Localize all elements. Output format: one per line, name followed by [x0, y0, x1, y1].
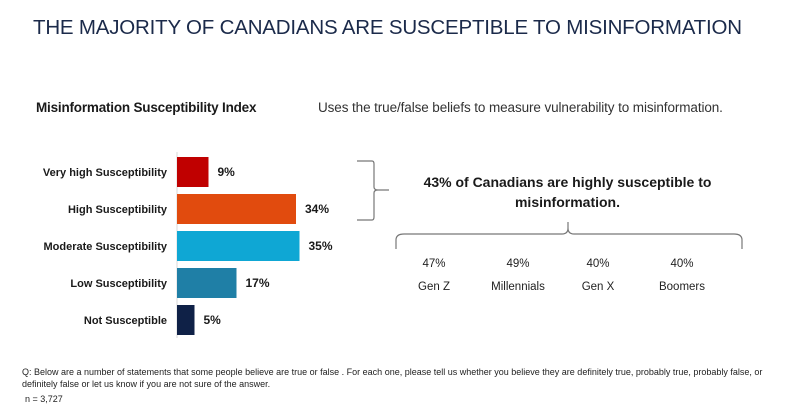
value-label: 35% — [309, 239, 333, 253]
bar-chart: Very high Susceptibility 9% High Susceptib… — [43, 152, 333, 338]
generation-value: 49% — [506, 258, 530, 270]
generation-gen-z: 47% Gen Z — [394, 258, 474, 293]
value-label: 34% — [305, 202, 329, 216]
generations-brace-icon — [395, 222, 743, 249]
value-label: 9% — [218, 165, 236, 179]
generation-label: Gen Z — [418, 281, 450, 293]
chart-description: Uses the true/false beliefs to measure v… — [318, 100, 723, 115]
survey-question-footnote: Q: Below are a number of statements that… — [22, 367, 763, 389]
page-title: THE MAJORITY OF CANADIANS ARE SUSCEPTIBL… — [33, 16, 742, 39]
generation-label: Millennials — [491, 281, 545, 293]
generation-value: 40% — [586, 258, 610, 270]
generation-boomers: 40% Boomers — [642, 258, 722, 293]
category-label: Moderate Susceptibility — [44, 241, 168, 253]
generation-value: 47% — [422, 258, 446, 270]
category-label: Not Susceptible — [84, 315, 167, 327]
sample-size: n = 3,727 — [25, 394, 63, 404]
generation-gen-x: 40% Gen X — [558, 258, 638, 293]
value-label: 5% — [204, 313, 222, 327]
bar — [177, 231, 300, 261]
category-label: High Susceptibility — [68, 204, 168, 216]
category-label: Very high Susceptibility — [43, 167, 168, 179]
group-bracket-icon — [357, 160, 389, 221]
generation-label: Boomers — [658, 281, 706, 293]
generation-value: 40% — [670, 258, 694, 270]
generation-label: Gen X — [581, 281, 615, 293]
category-label: Low Susceptibility — [70, 278, 167, 290]
bar — [177, 305, 195, 335]
generation-millennials: 49% Millennials — [478, 258, 558, 293]
bar — [177, 157, 209, 187]
chart-subtitle: Misinformation Susceptibility Index — [36, 100, 257, 115]
bars-group: Very high Susceptibility 9% High Susceptib… — [43, 157, 333, 335]
value-label: 17% — [246, 276, 270, 290]
bar — [177, 268, 237, 298]
bar — [177, 194, 296, 224]
callout-text: 43% of Canadians are highly susceptible … — [423, 174, 712, 210]
